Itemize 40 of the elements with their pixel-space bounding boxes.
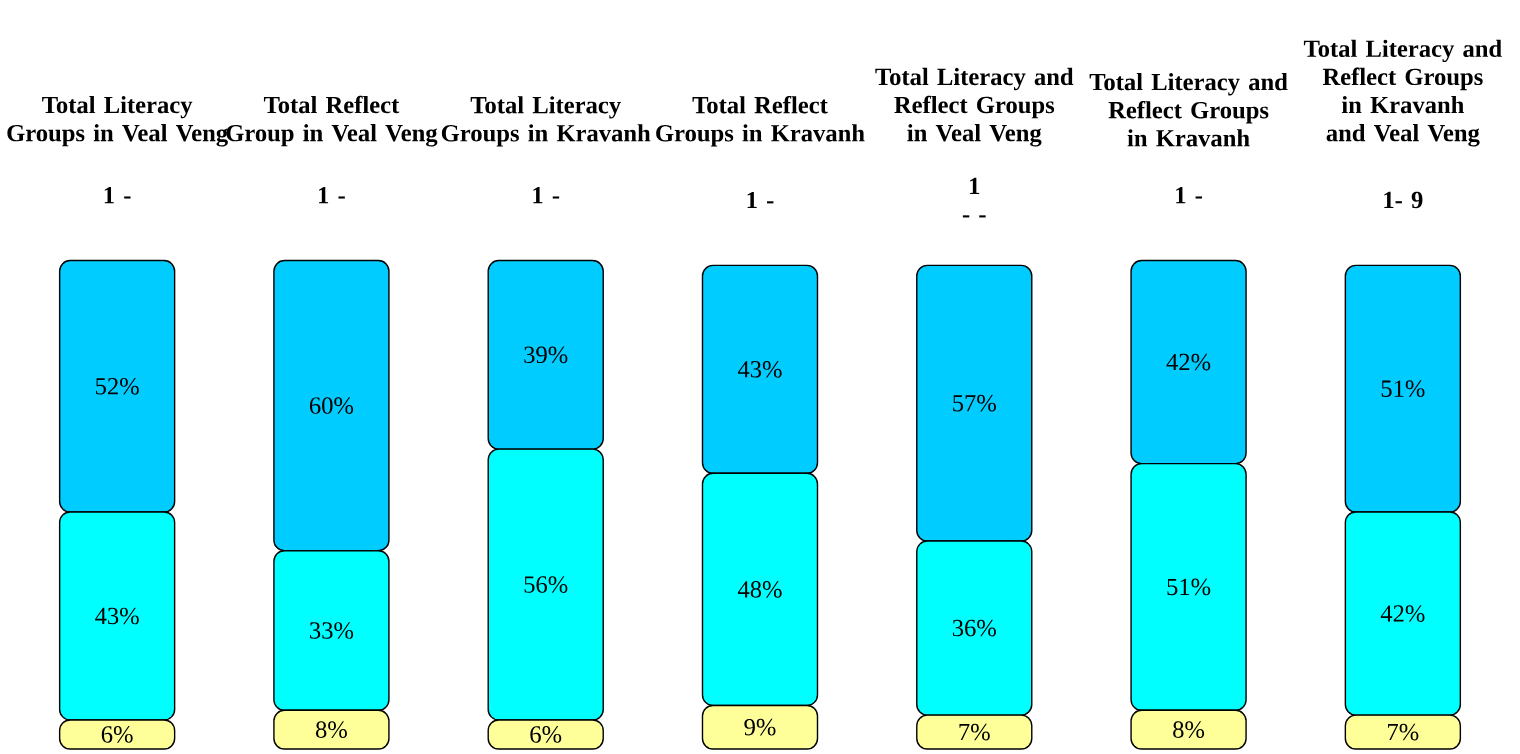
bar [1344, 714, 1462, 750]
text: 1 - [319, 187, 345, 204]
data-label: 56% [524, 576, 568, 593]
data-label: 39% [524, 346, 568, 364]
x-tick-label: Total Literacy and Reflect Groups in Kravanh [1089, 73, 1288, 147]
x-tick-label: Total Reflect Group in Veal Veng [226, 95, 438, 147]
bar [273, 709, 390, 750]
data-label: 52% [96, 377, 139, 395]
data-label: 6% [101, 726, 133, 743]
data-label: 51% [1167, 578, 1211, 596]
data-label: 48% [737, 581, 782, 598]
bar [701, 704, 819, 750]
text: 1 - [1176, 187, 1202, 204]
x-tick-label: Total Literacy and Reflect Groups in Veal Veng [875, 67, 1074, 147]
data-label: 43% [95, 607, 139, 625]
text: 1 - [747, 191, 774, 209]
data-label: 43% [737, 361, 782, 378]
data-label: 7% [959, 723, 990, 741]
x-tick-label: Total Literacy Groups in Kravanh [441, 96, 651, 147]
bar [916, 714, 1033, 750]
text: 1 - - [962, 177, 986, 218]
text: 1 - [104, 187, 131, 204]
x-tick-label: Total Literacy Groups in Veal Veng [7, 95, 228, 147]
text: 1- 9 [1384, 191, 1423, 209]
data-label: 8% [1173, 721, 1205, 738]
data-label: 6% [530, 726, 562, 743]
data-label: 7% [1388, 723, 1419, 741]
x-tick-label: Total Reflect Groups in Kravanh [656, 95, 865, 147]
text: 1 - [533, 187, 560, 204]
data-label: 42% [1166, 353, 1211, 371]
data-label: 36% [952, 619, 996, 637]
data-label: 60% [309, 397, 354, 414]
bar [1130, 709, 1247, 750]
data-label: 42% [1380, 605, 1425, 622]
data-label: 57% [953, 394, 996, 412]
data-label: 51% [1381, 380, 1425, 398]
data-label: 9% [744, 718, 776, 736]
data-label: 8% [315, 721, 347, 738]
data-label: 33% [310, 622, 354, 639]
x-tick-label: Total Literacy and Reflect Groups in Kravanh and Veal Veng [1303, 39, 1502, 147]
